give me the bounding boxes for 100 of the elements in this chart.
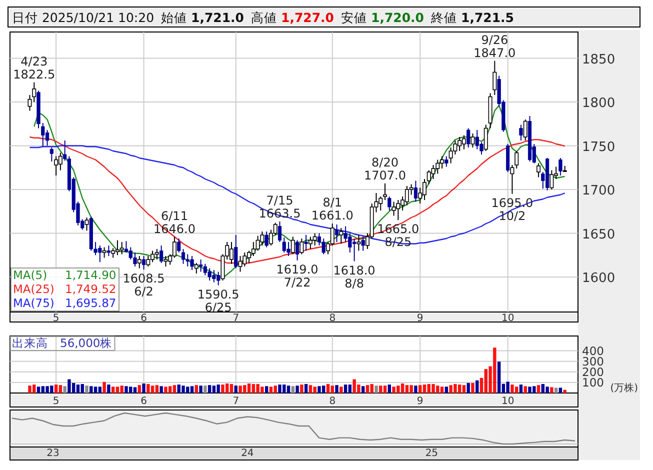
x-tick-label: 6 bbox=[140, 313, 147, 324]
x-tick-label: 23 bbox=[46, 448, 60, 459]
annotation: 8/20 1707.0 bbox=[364, 155, 406, 182]
bar bbox=[462, 385, 466, 393]
candlestick bbox=[312, 232, 317, 246]
bar bbox=[432, 384, 435, 393]
annotation: 4/23 1822.5 bbox=[13, 54, 56, 82]
bar bbox=[418, 385, 422, 393]
bar bbox=[168, 386, 172, 393]
bar bbox=[550, 387, 554, 393]
bar bbox=[204, 386, 207, 393]
candlestick bbox=[536, 162, 541, 178]
candlestick bbox=[164, 256, 168, 267]
text: MA(25) bbox=[13, 282, 54, 296]
x-tick-label: 10 bbox=[501, 396, 514, 407]
text: MA(75) bbox=[13, 296, 54, 310]
bar bbox=[164, 386, 168, 393]
bar bbox=[58, 385, 62, 393]
bar bbox=[308, 385, 312, 393]
annotation: 1590.5 6/25 bbox=[197, 287, 240, 314]
candlestick bbox=[111, 248, 116, 258]
x-tick-label: 9 bbox=[416, 396, 424, 407]
candlestick bbox=[470, 133, 475, 148]
x-tick-label: 8 bbox=[329, 313, 336, 324]
candlestick bbox=[264, 231, 268, 248]
bar bbox=[269, 386, 273, 393]
candlestick bbox=[45, 130, 50, 146]
candlestick bbox=[396, 200, 400, 221]
candlestick bbox=[106, 245, 110, 256]
bar bbox=[318, 386, 321, 393]
annotation: 1695.0 10/2 bbox=[491, 196, 534, 223]
text: 1,721.5 bbox=[461, 10, 514, 25]
bar bbox=[85, 386, 88, 393]
candlestick bbox=[492, 60, 497, 96]
candlestick bbox=[304, 234, 308, 252]
bar bbox=[286, 386, 290, 393]
bar bbox=[541, 384, 545, 393]
bar bbox=[68, 379, 71, 393]
bar bbox=[98, 386, 102, 393]
bar bbox=[278, 384, 282, 393]
bar bbox=[370, 384, 374, 393]
candlestick bbox=[484, 124, 488, 152]
annotation: 1618.0 8/8 bbox=[333, 263, 376, 290]
bar bbox=[120, 386, 124, 393]
bar bbox=[410, 385, 413, 393]
candlestick bbox=[54, 156, 58, 176]
annotation: 1,749.52 bbox=[65, 282, 116, 296]
candlestick bbox=[466, 128, 470, 148]
bar bbox=[422, 384, 426, 393]
bar bbox=[212, 386, 216, 393]
candlestick bbox=[361, 236, 365, 252]
bar bbox=[374, 386, 378, 393]
candlestick bbox=[102, 246, 106, 258]
bar bbox=[300, 384, 304, 393]
bar bbox=[440, 386, 444, 393]
candlestick bbox=[32, 82, 36, 102]
text: 1,720.0 bbox=[371, 10, 424, 25]
text: 日付 2025/10/21 10:20 bbox=[12, 10, 154, 25]
bar bbox=[497, 362, 501, 393]
bar bbox=[458, 384, 462, 393]
bar bbox=[182, 386, 185, 393]
annotation: 1608.5 6/2 bbox=[122, 272, 165, 299]
candlestick bbox=[388, 196, 392, 211]
candlestick bbox=[278, 220, 282, 242]
candlestick bbox=[295, 240, 300, 261]
x-tick-label: 10 bbox=[501, 313, 514, 324]
bar bbox=[142, 384, 146, 393]
y-axis-title: (万株) bbox=[610, 382, 638, 394]
y-tick-label: 1600 bbox=[582, 271, 616, 286]
candlestick bbox=[514, 150, 519, 169]
bar bbox=[234, 386, 238, 393]
bar bbox=[348, 384, 352, 393]
bar bbox=[138, 385, 141, 393]
y-tick-label: 1750 bbox=[582, 140, 616, 155]
candlestick bbox=[519, 124, 523, 141]
bar bbox=[194, 385, 198, 393]
text: 高値 bbox=[251, 10, 278, 25]
candlestick bbox=[550, 170, 554, 190]
candlestick bbox=[84, 217, 89, 232]
text: 安値 bbox=[341, 10, 368, 25]
bar bbox=[252, 384, 256, 393]
bar bbox=[133, 387, 137, 393]
bar bbox=[466, 382, 470, 393]
x-tick-label: 5 bbox=[52, 313, 60, 324]
bar bbox=[383, 386, 387, 393]
candlestick bbox=[414, 180, 418, 202]
annotation: 1,695.87 bbox=[65, 296, 116, 310]
candlestick bbox=[339, 228, 344, 244]
bar bbox=[274, 386, 277, 393]
bar bbox=[510, 384, 514, 393]
candlestick bbox=[146, 256, 150, 267]
candlestick bbox=[558, 158, 562, 176]
bar bbox=[146, 384, 150, 393]
bar bbox=[519, 384, 523, 393]
bar bbox=[379, 386, 382, 393]
x-tick-label: 9 bbox=[416, 313, 424, 324]
y-tick-label: 1800 bbox=[582, 96, 616, 111]
bar bbox=[400, 384, 404, 393]
y-tick-label: 1700 bbox=[582, 184, 616, 198]
x-tick-label: 6 bbox=[140, 396, 147, 407]
